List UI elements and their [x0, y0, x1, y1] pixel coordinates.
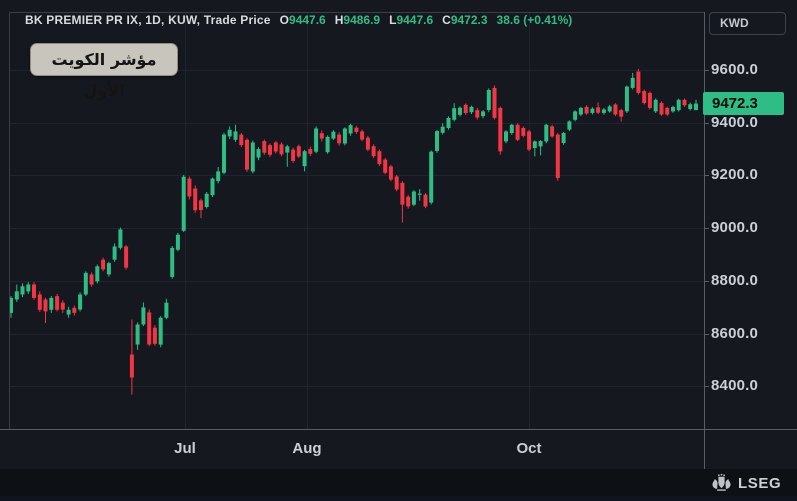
currency-badge: KWD [709, 12, 786, 35]
open-value: O 9447.6 [279, 13, 326, 27]
bottom-edge-strip [0, 496, 797, 501]
price-tick-label: 8400.0 [711, 377, 759, 395]
low-value: L 9447.6 [389, 13, 434, 27]
instrument-title: BK PREMIER PR IX, 1D, KUW, Trade Price [25, 13, 271, 27]
instrument-legend: BK PREMIER PR IX, 1D, KUW, Trade Price O… [25, 12, 572, 28]
price-tick-label: 9200.0 [711, 166, 759, 184]
price-tick-label: 8600.0 [711, 324, 759, 342]
last-price-badge: 9472.3 [703, 92, 784, 116]
change-value: 38.6 (+0.41%) [496, 13, 573, 27]
month-label-oct: Oct [516, 440, 542, 457]
month-label-aug: Aug [292, 440, 322, 457]
month-label-jul: Jul [174, 440, 196, 457]
price-tick-label: 9000.0 [711, 219, 759, 237]
price-tick-label: 9400.0 [711, 113, 759, 131]
price-tick-label: 8800.0 [711, 271, 759, 289]
close-value: C 9472.3 [442, 13, 488, 27]
lseg-logo: LSEG [710, 473, 781, 493]
lseg-crest-icon [712, 473, 731, 491]
footer-bar [0, 469, 797, 496]
index-name-overlay-label: مؤشر الكويت الأول [30, 43, 178, 100]
lseg-logo-text: LSEG [738, 474, 782, 492]
price-tick-label: 9600.0 [711, 61, 759, 78]
high-value: H 9486.9 [334, 13, 381, 27]
